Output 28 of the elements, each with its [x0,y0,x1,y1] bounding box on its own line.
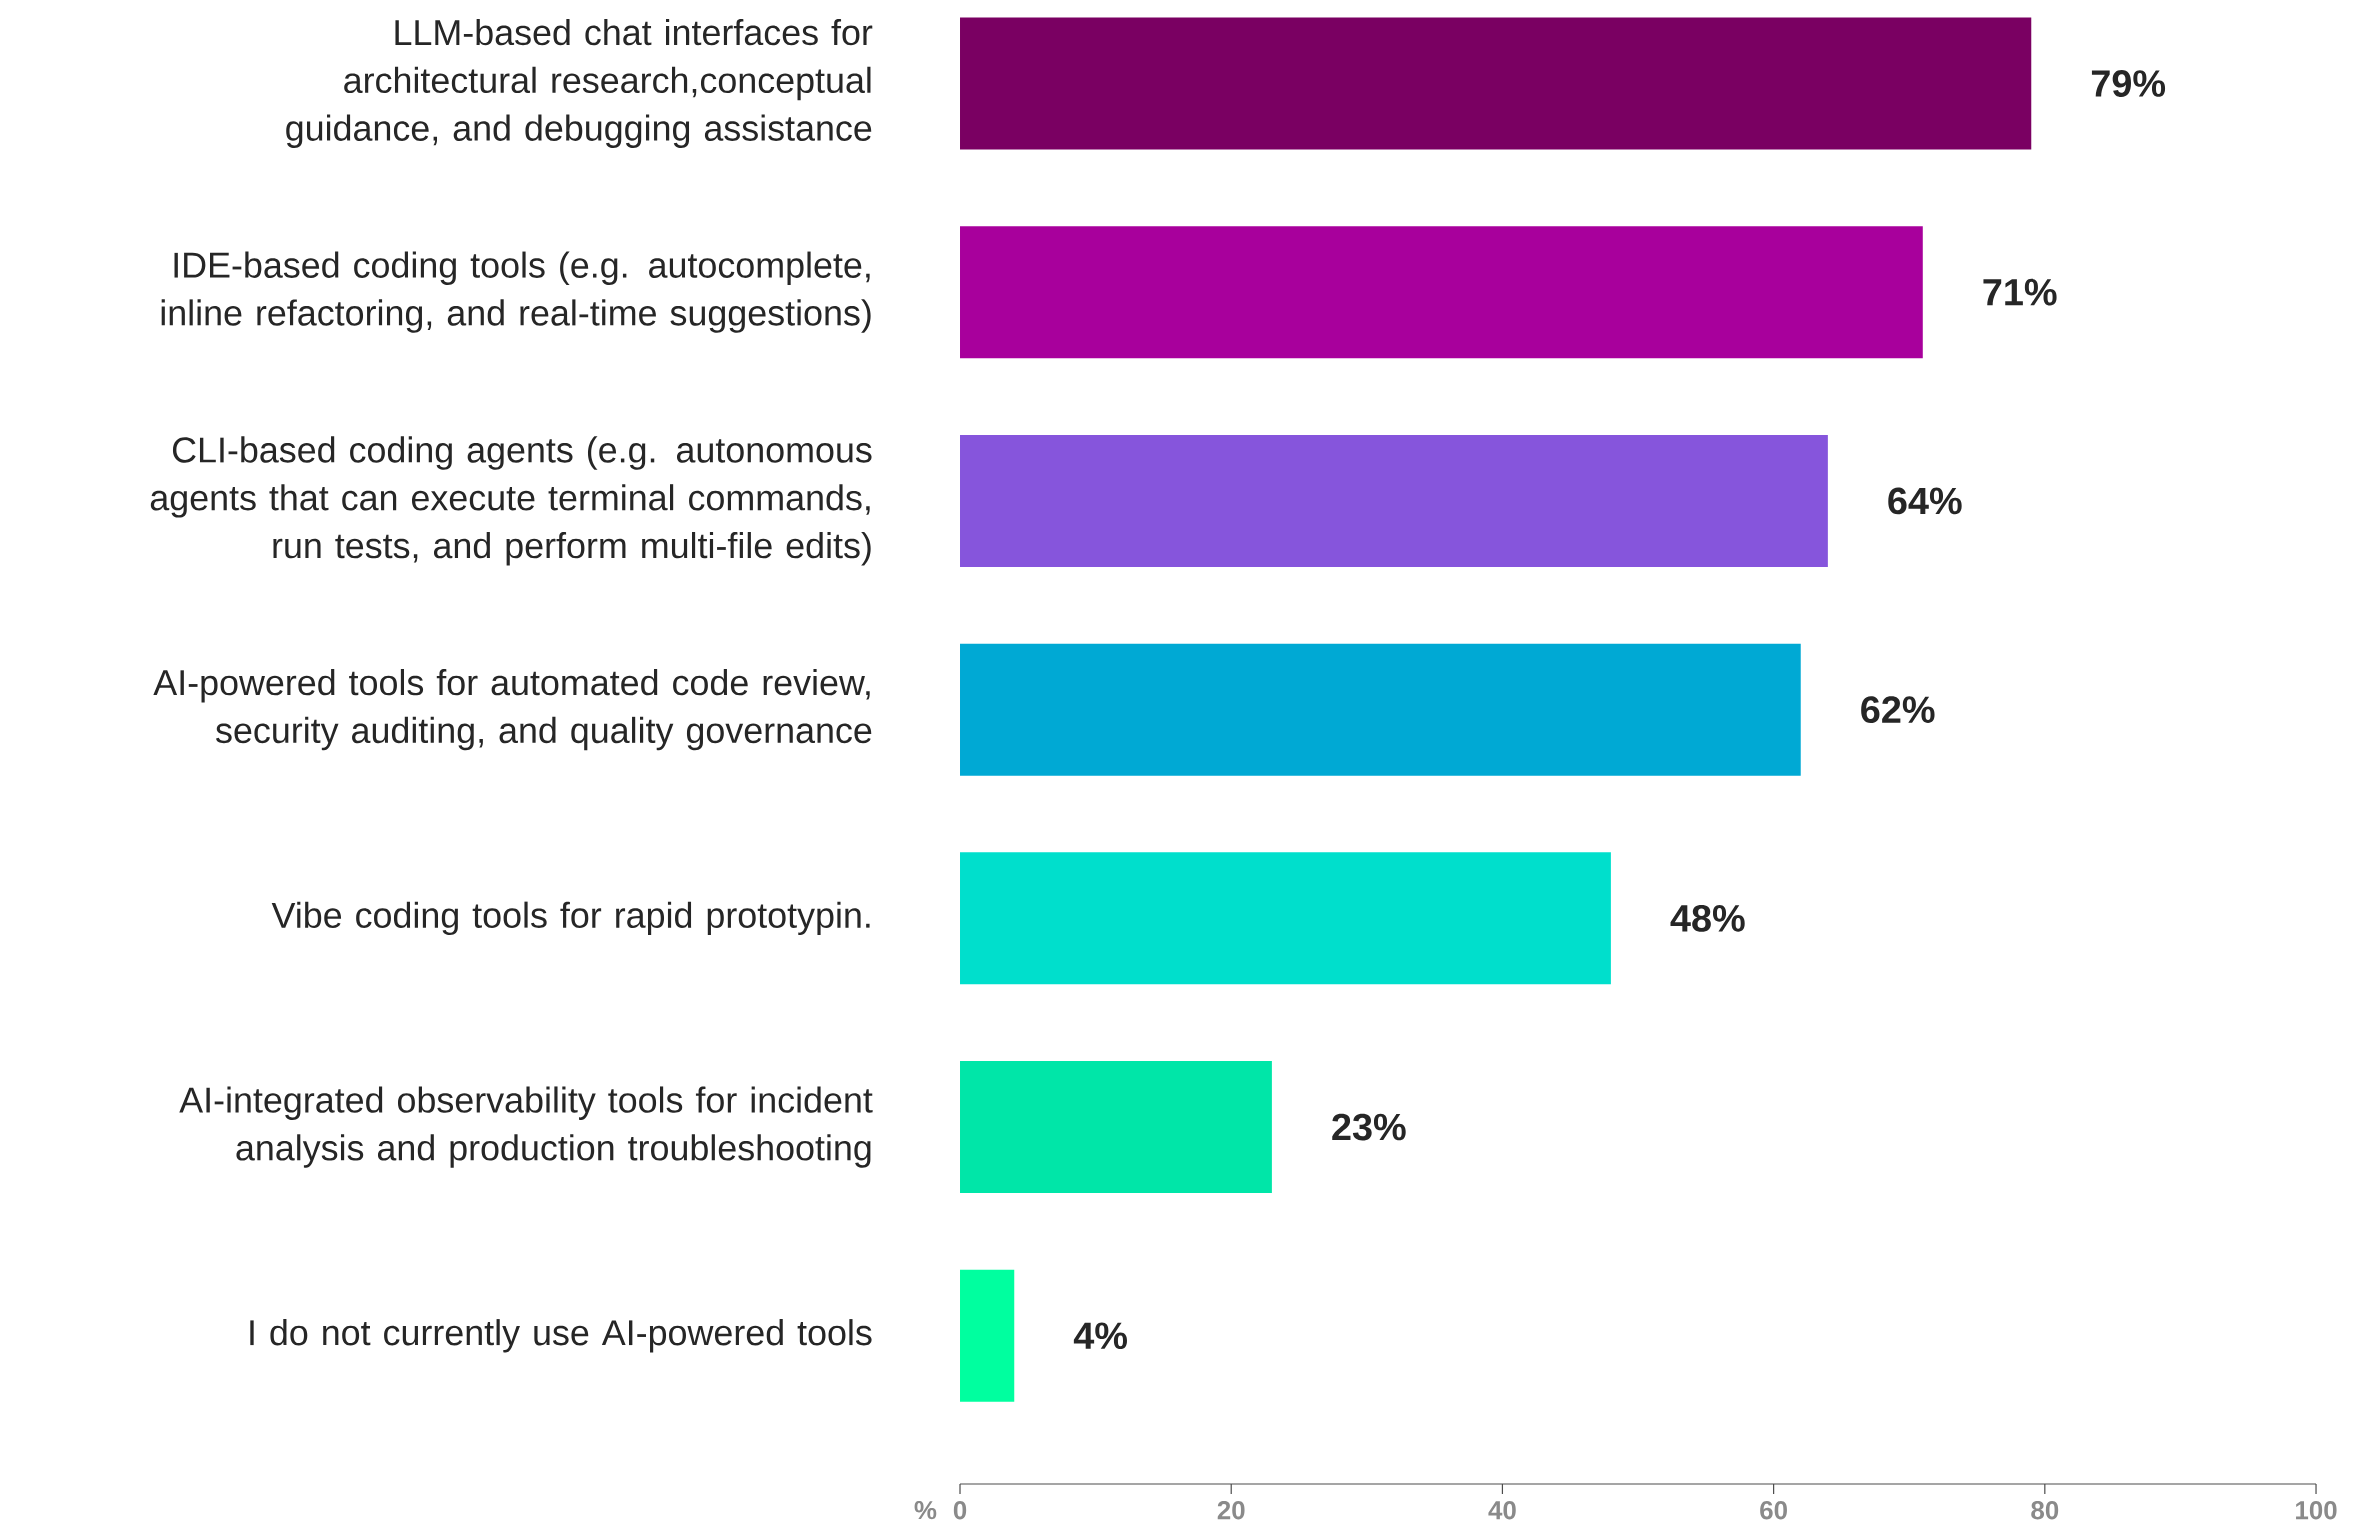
bar [960,852,1611,985]
bar [960,434,1828,567]
y-tick-label: Vibe coding tools for rapid prototypin. [271,901,870,936]
data-label: 23% [1332,1113,1406,1141]
x-tick-label: 20 [1217,1501,1245,1520]
x-tick-label: 100 [2296,1501,2337,1520]
y-tick-label: AI-integrated observability tools for incident analysis and production troubleshooting [179,1086,873,1168]
data-label: 71% [1983,278,2057,306]
y-tick-label: CLI-based coding agents (e.g. autonomous agents that can execute terminal commands, run tests, and perform multi-file edits) [150,436,872,566]
bar [960,1269,1015,1402]
y-tick-label: IDE-based coding tools (e.g. autocomplete, inline refactoring, and real-time suggestions) [161,251,871,333]
x-tick-label: 80 [2031,1501,2059,1520]
x-tick-label: 0 [953,1501,967,1520]
bar [960,17,2032,150]
data-label: 64% [1888,487,1962,515]
x-axis-title: % [914,1501,937,1520]
y-tick-label: I do not currently use AI-powered tools [250,1319,872,1353]
bar [960,1061,1272,1194]
x-tick-label: 40 [1488,1501,1516,1520]
data-label: 4% [1073,1322,1127,1350]
bar [960,643,1801,776]
y-tick-label: LLM-based chat interfaces for architectural research,conceptual guidance, and debugging assistance [286,18,873,148]
data-label: 48% [1670,904,1745,932]
data-label: 79% [2091,70,2166,97]
bar [960,226,1923,359]
data-label: 62% [1861,696,1935,724]
x-tick-label: 60 [1760,1501,1787,1520]
y-tick-label: AI-powered tools for automated code review, security auditing, and quality governance [153,669,872,751]
